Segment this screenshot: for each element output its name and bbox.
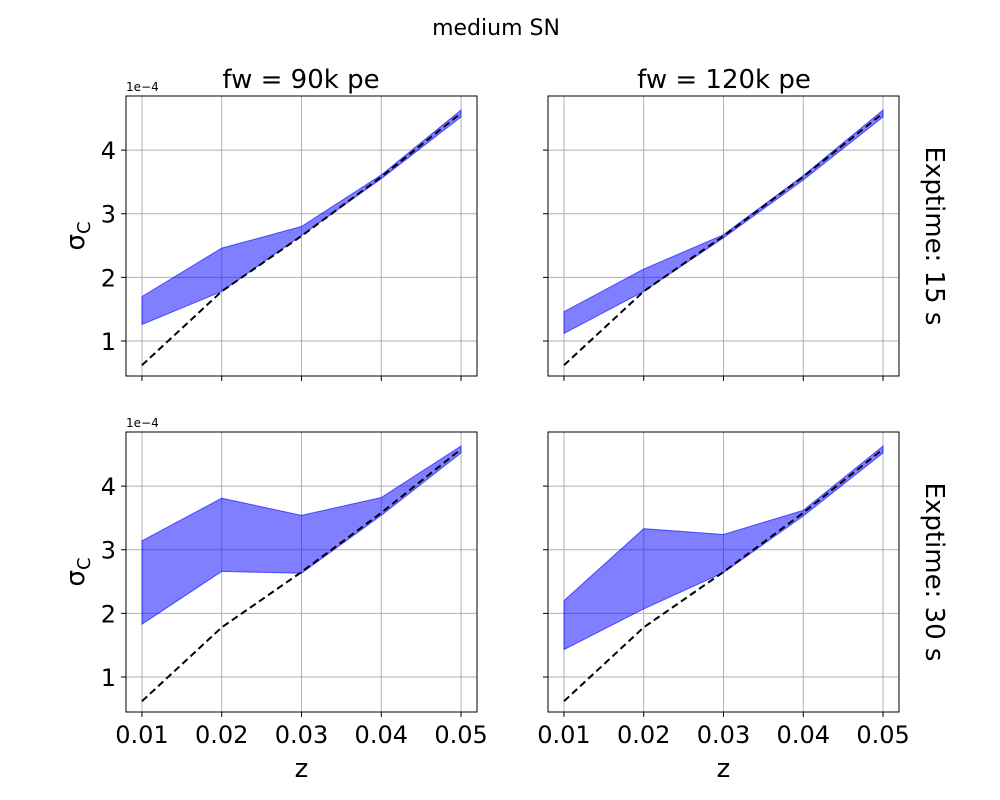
row-title-2: Exptime: 30 s	[919, 483, 949, 662]
uncertainty-band	[141, 445, 462, 626]
row-title-1: Exptime: 15 s	[919, 147, 949, 326]
uncertainty-band	[563, 444, 884, 651]
y-offset-label: 1e−4	[126, 80, 159, 94]
panel-r1-c1: 0.01 0.02 0.03 0.04 0.05 z	[537, 431, 910, 784]
x-axis-label: z	[295, 754, 309, 784]
y-tick-label: 1	[101, 328, 116, 356]
x-tick-label: 0.02	[195, 721, 248, 749]
y-axis-label: σC	[61, 221, 95, 250]
y-tick-label: 1	[101, 664, 116, 692]
x-tick-label: 0.01	[115, 721, 168, 749]
x-tick-label: 0.04	[355, 721, 408, 749]
reference-dashed-line	[141, 448, 462, 702]
y-tick-label: 3	[101, 201, 116, 229]
x-tick-label: 0.03	[275, 721, 328, 749]
x-tick-label: 0.01	[537, 721, 590, 749]
y-tick-label: 3	[101, 537, 116, 565]
y-tick-label: 4	[101, 137, 116, 165]
y-tick-label: 2	[101, 600, 116, 628]
y-offset-label: 1e−4	[126, 416, 159, 430]
y-axis-label-subscript: C	[74, 557, 95, 570]
column-title-1: fw = 90k pe	[222, 65, 379, 95]
x-tick-label: 0.02	[617, 721, 670, 749]
panel-r0-c1	[543, 95, 900, 381]
reference-dashed-line	[141, 112, 462, 366]
x-axis-label: z	[717, 754, 731, 784]
x-tick-label: 0.05	[856, 721, 909, 749]
column-title-2: fw = 120k pe	[637, 65, 811, 95]
x-tick-label: 0.04	[777, 721, 830, 749]
reference-dashed-line	[563, 448, 884, 702]
figure-suptitle: medium SN	[432, 16, 560, 41]
y-axis-label-symbol: σ	[61, 570, 91, 586]
x-tick-label: 0.03	[697, 721, 750, 749]
y-axis-label-subscript: C	[74, 221, 95, 234]
y-axis-label-symbol: σ	[61, 234, 91, 250]
y-axis-label: σC	[61, 557, 95, 586]
y-tick-label: 4	[101, 473, 116, 501]
panel-r0-c0: 1 2 3 4 1e−4 σC	[61, 80, 478, 381]
uncertainty-band	[141, 108, 462, 326]
y-tick-label: 2	[101, 264, 116, 292]
reference-dashed-line	[563, 112, 884, 366]
x-tick-label: 0.05	[434, 721, 487, 749]
uncertainty-band	[563, 108, 884, 335]
